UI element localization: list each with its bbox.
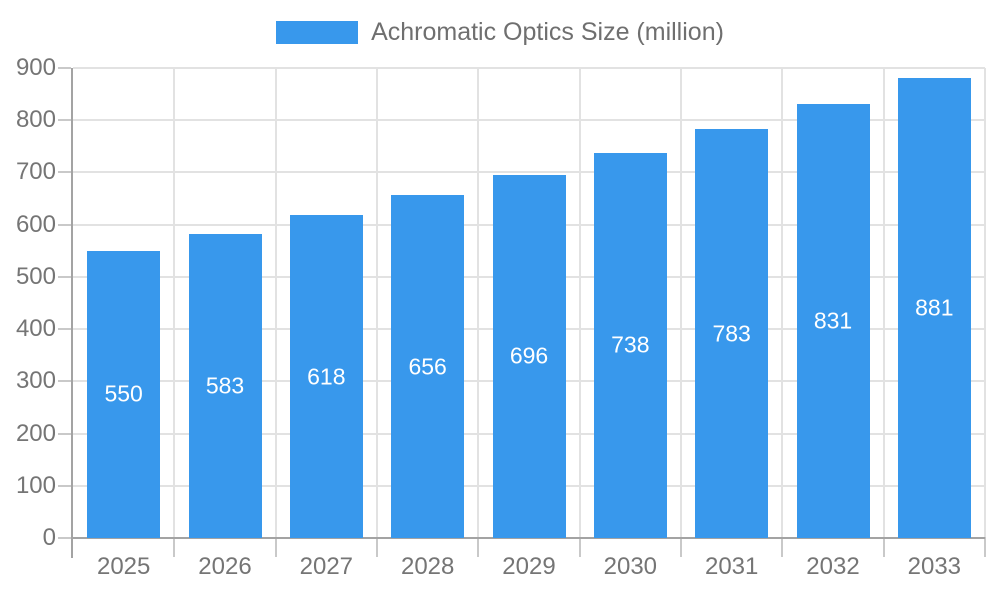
x-axis-label-2032: 2032: [806, 553, 860, 580]
bar-value-label-2031: 783: [712, 320, 751, 347]
bar-value-label-2029: 696: [509, 342, 549, 369]
bar-value-label-2025: 550: [104, 380, 143, 407]
bar-2026[interactable]: 583: [188, 233, 262, 538]
y-axis-label-700: 700: [15, 158, 56, 186]
x-axis-line: [73, 537, 985, 539]
y-tick-200: [58, 432, 71, 435]
x-axis-label-2026: 2026: [198, 553, 252, 580]
x-axis-label-2031: 2031: [704, 553, 759, 580]
x-axis-label-2030: 2030: [603, 553, 658, 580]
x-axis-label-2029: 2029: [502, 553, 556, 580]
x-tick-9: [984, 537, 986, 557]
y-axis-label-900: 900: [15, 54, 56, 81]
legend-swatch: [276, 20, 359, 44]
y-axis-line: [71, 68, 73, 558]
legend-label: Achromatic Optics Size (million): [371, 18, 724, 46]
x-axis-label-2033: 2033: [907, 553, 962, 580]
bar-2031[interactable]: 783: [695, 129, 769, 538]
bars-layer: 550 583 618 656 696 738 783 831 881: [73, 68, 985, 538]
bar-value-label-2033: 881: [915, 294, 954, 321]
bar-2032[interactable]: 831: [796, 104, 870, 538]
y-tick-300: [58, 380, 71, 383]
y-tick-700: [58, 171, 71, 174]
y-tick-500: [58, 275, 71, 278]
x-tick-5: [578, 537, 581, 557]
bar-value-label-2026: 583: [205, 372, 245, 399]
bar-value-label-2027: 618: [307, 363, 346, 390]
gridline-x-1: [173, 68, 176, 538]
y-axis-label-400: 400: [15, 315, 56, 343]
bar-value-label-2032: 831: [813, 307, 853, 334]
gridline-y-700: [73, 171, 985, 174]
gridline-x-5: [578, 68, 581, 538]
gridline-x-7: [781, 68, 784, 538]
y-axis-label-600: 600: [15, 210, 56, 238]
bar-2027[interactable]: 618: [289, 215, 363, 538]
y-axis-label-300: 300: [15, 367, 56, 395]
bar-2025[interactable]: 550: [87, 250, 161, 538]
gridline-x-4: [477, 68, 480, 538]
bar-2028[interactable]: 656: [391, 195, 465, 538]
x-tick-6: [680, 537, 682, 557]
x-axis-label-2025: 2025: [96, 553, 151, 580]
gridline-x-3: [376, 68, 378, 538]
x-axis-label-2028: 2028: [400, 553, 455, 580]
gridline-y-900: [73, 67, 985, 69]
y-tick-0: [58, 537, 71, 539]
y-axis-label-800: 800: [15, 106, 56, 134]
bar-2033[interactable]: 881: [897, 77, 971, 538]
x-tick-7: [781, 537, 784, 557]
x-tick-2: [274, 537, 277, 557]
y-tick-800: [58, 119, 71, 122]
x-tick-3: [376, 537, 378, 557]
y-axis-label-500: 500: [15, 262, 56, 290]
x-tick-4: [477, 537, 480, 557]
bar-value-label-2028: 656: [408, 353, 447, 380]
x-tick-8: [882, 537, 885, 557]
bar-2030[interactable]: 738: [593, 152, 667, 538]
y-axis-label-100: 100: [15, 471, 56, 499]
y-tick-600: [58, 223, 71, 226]
bar-2029[interactable]: 696: [492, 174, 566, 538]
gridline-x-9: [984, 68, 986, 538]
legend[interactable]: Achromatic Optics Size (million): [0, 19, 1000, 45]
gridline-x-8: [882, 68, 885, 538]
y-axis-label-0: 0: [42, 524, 56, 551]
x-axis-label-2027: 2027: [299, 553, 354, 580]
gridline-y-800: [73, 119, 985, 122]
bar-value-label-2030: 738: [611, 331, 650, 358]
gridline-x-2: [274, 68, 277, 538]
y-tick-900: [58, 67, 71, 69]
plot-area: 550 583 618 656 696 738 783 831 881: [73, 67, 986, 538]
gridline-x-6: [680, 68, 682, 538]
y-tick-100: [58, 484, 71, 487]
y-axis-label-200: 200: [15, 419, 56, 447]
y-tick-400: [58, 328, 71, 331]
x-tick-1: [173, 537, 176, 557]
